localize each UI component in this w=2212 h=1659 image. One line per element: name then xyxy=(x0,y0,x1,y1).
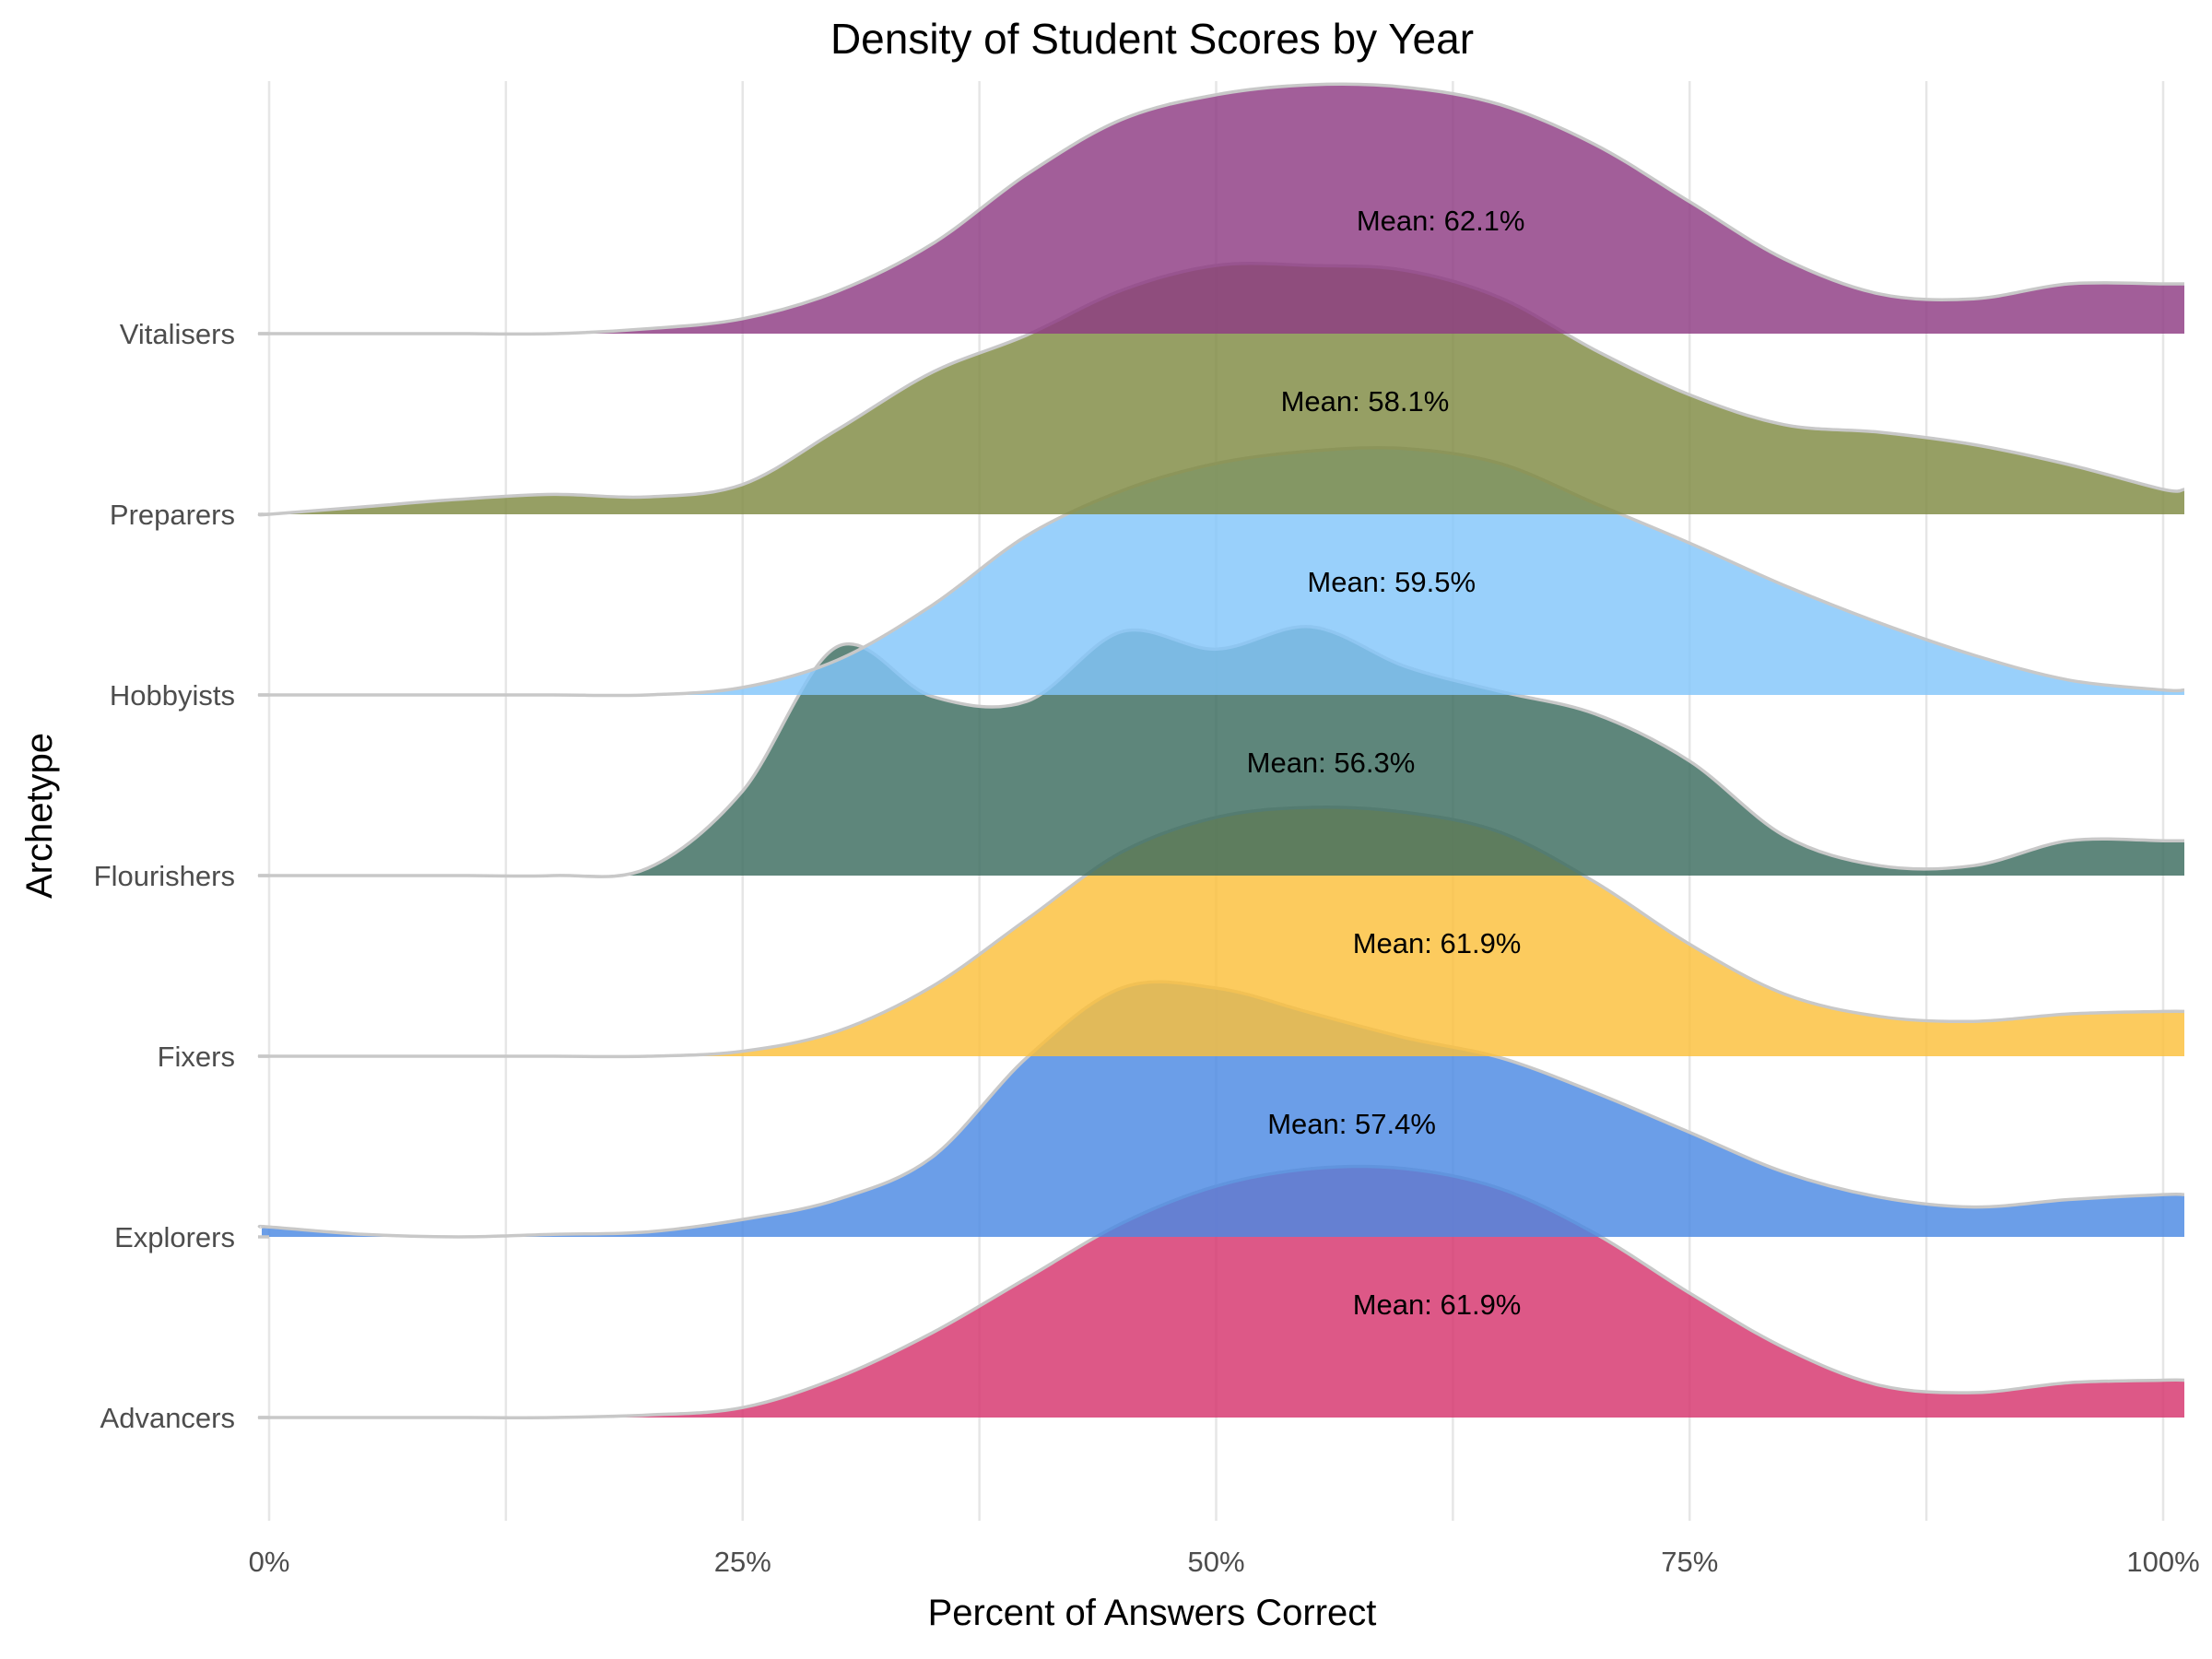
ridge-fill xyxy=(259,806,2185,1057)
y-tick-label: Fixers xyxy=(158,1041,235,1073)
x-tick-label: 100% xyxy=(2126,1546,2199,1578)
ridge-vitalisers xyxy=(257,82,2185,336)
mean-annotations: Mean: 61.9% Mean: 57.4% Mean: 61.9% Mean: 5… xyxy=(1247,205,1525,1321)
ridge-fill xyxy=(259,447,2185,696)
ridge-fill xyxy=(259,626,2185,877)
mean-label: Mean: 59.5% xyxy=(1307,566,1476,598)
mean-label: Mean: 62.1% xyxy=(1357,205,1525,237)
x-axis-tick-labels: 0% 25% 50% 75% 100% xyxy=(249,1546,2200,1578)
x-tick-label: 50% xyxy=(1187,1546,1244,1578)
ridge-fill xyxy=(259,1166,2185,1418)
y-tick-label: Advancers xyxy=(100,1402,235,1434)
y-tick-label: Vitalisers xyxy=(120,318,235,350)
ridge-fill xyxy=(259,982,2185,1237)
mean-label: Mean: 61.9% xyxy=(1353,1288,1522,1321)
mean-label: Mean: 61.9% xyxy=(1353,927,1522,959)
y-tick-label: Hobbyists xyxy=(110,679,235,712)
ridge-outline xyxy=(257,82,2184,336)
x-tick-label: 75% xyxy=(1661,1546,1718,1578)
x-tick-label: 25% xyxy=(714,1546,771,1578)
ridge-fill xyxy=(259,263,2185,515)
y-tick-label: Explorers xyxy=(114,1221,235,1253)
y-tick-label: Preparers xyxy=(110,499,235,531)
density-ridges xyxy=(257,82,2185,1419)
x-axis-title: Percent of Answers Correct xyxy=(928,1593,1377,1633)
mean-label: Mean: 58.1% xyxy=(1281,385,1450,418)
y-tick-label: Flourishers xyxy=(94,860,235,892)
mean-label: Mean: 56.3% xyxy=(1247,747,1416,779)
mean-label: Mean: 57.4% xyxy=(1267,1108,1436,1140)
y-axis-title: Archetype xyxy=(19,733,60,899)
x-tick-label: 0% xyxy=(249,1546,290,1578)
ridge-fill xyxy=(259,84,2185,335)
chart-title: Density of Student Scores by Year xyxy=(830,15,1474,63)
y-axis-tick-labels: Advancers Explorers Fixers Flourishers Hobby… xyxy=(94,318,235,1434)
